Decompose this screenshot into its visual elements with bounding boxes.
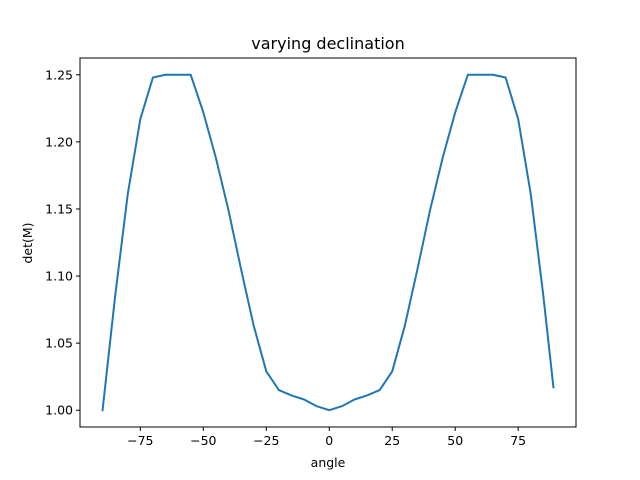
x-tick-label: −75 <box>127 433 153 448</box>
x-tick-label: 0 <box>325 433 333 448</box>
y-tick-label: 1.20 <box>45 134 73 149</box>
x-axis-label: angle <box>311 455 346 470</box>
x-tick-label: 50 <box>447 433 463 448</box>
y-tick-label: 1.10 <box>45 269 73 284</box>
y-tick-label: 1.25 <box>45 67 73 82</box>
y-tick-label: 1.00 <box>45 403 73 418</box>
chart-title: varying declination <box>251 34 404 53</box>
series-line-0 <box>101 73 555 412</box>
x-tick-label: −50 <box>190 433 216 448</box>
plot-frame <box>79 57 577 428</box>
plot-area: −75 −50 −25 0 25 50 75 1.00 1.05 1.10 1.15 1.20 1.25 <box>45 57 577 448</box>
x-tick-label: 75 <box>510 433 526 448</box>
y-axis-label: det(M) <box>20 222 35 263</box>
y-tick-label: 1.15 <box>45 201 73 216</box>
x-tick-label: 25 <box>384 433 400 448</box>
y-tick-label: 1.05 <box>45 336 73 351</box>
x-tick-label: −25 <box>253 433 279 448</box>
